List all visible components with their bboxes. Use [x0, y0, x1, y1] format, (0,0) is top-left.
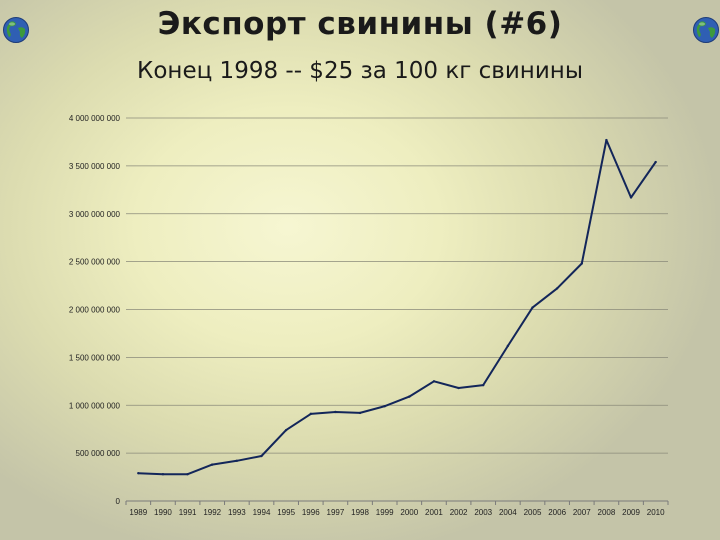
y-tick-label: 4 000 000 000: [69, 114, 121, 123]
data-point: [432, 380, 436, 383]
x-tick-label: 1994: [253, 508, 271, 517]
data-point: [580, 262, 583, 265]
x-tick-label: 2009: [622, 508, 640, 517]
globe-icon: [3, 17, 29, 43]
data-point: [137, 472, 140, 475]
y-tick-label: 3 000 000 000: [69, 210, 121, 219]
globe-icon: [693, 17, 719, 43]
y-tick-label: 0: [116, 497, 121, 506]
slide-subtitle: Конец 1998 -- $25 за 100 кг свинины: [137, 58, 583, 84]
data-point: [358, 411, 362, 415]
data-point: [186, 472, 189, 476]
x-tick-label: 1990: [154, 508, 172, 517]
data-point: [383, 405, 386, 408]
data-point: [457, 386, 460, 390]
x-tick-label: 2003: [474, 508, 492, 517]
x-tick-label: 1991: [179, 508, 197, 517]
y-tick-label: 3 500 000 000: [69, 162, 121, 171]
y-tick-label: 2 500 000 000: [69, 258, 121, 267]
x-tick-label: 2007: [573, 508, 591, 517]
x-tick-label: 2005: [524, 508, 542, 517]
data-point: [309, 412, 312, 416]
x-tick-label: 2008: [598, 508, 616, 517]
data-point: [161, 472, 165, 476]
x-tick-label: 1993: [228, 508, 246, 517]
data-point: [482, 383, 485, 387]
x-tick-label: 2000: [400, 508, 418, 517]
data-point: [531, 306, 534, 309]
x-tick-label: 1998: [351, 508, 369, 517]
data-point: [408, 395, 411, 398]
x-tick-label: 1989: [129, 508, 147, 517]
series-line: [138, 139, 657, 476]
x-tick-label: 1996: [302, 508, 320, 517]
data-point: [555, 287, 559, 290]
axes: [125, 500, 669, 505]
data-point: [506, 344, 510, 348]
data-point: [334, 410, 337, 414]
x-tick-label: 2006: [548, 508, 566, 517]
data-point: [284, 428, 288, 432]
x-tick-label: 2001: [425, 508, 443, 517]
x-tick-label: 2010: [647, 508, 665, 517]
grid-lines: [126, 117, 668, 454]
data-point: [260, 454, 263, 458]
data-point: [605, 138, 608, 142]
data-point: [211, 463, 214, 466]
x-tick-label: 2002: [450, 508, 468, 517]
x-tick-label: 1999: [376, 508, 394, 517]
y-tick-label: 1 500 000 000: [69, 353, 121, 362]
x-tick-label: 1995: [277, 508, 295, 517]
series-layer: [137, 138, 657, 476]
x-tick-labels: 1989 1990 1991 1992 1993 1994 1995 1996 1997 1998…: [129, 508, 665, 517]
data-point: [654, 160, 657, 164]
x-tick-label: 2004: [499, 508, 517, 517]
data-point: [235, 459, 239, 462]
y-tick-label: 1 000 000 000: [69, 401, 121, 410]
y-tick-labels: 0 500 000 000 1 000 000 000 1 500 000 000 2 …: [69, 114, 121, 506]
x-tick-label: 1992: [203, 508, 221, 517]
x-tick-label: 1997: [327, 508, 345, 517]
slide-title: Экспорт свинины (#6): [157, 6, 563, 42]
y-tick-label: 500 000 000: [76, 449, 121, 458]
y-tick-label: 2 000 000 000: [69, 306, 121, 315]
data-point: [629, 196, 633, 199]
